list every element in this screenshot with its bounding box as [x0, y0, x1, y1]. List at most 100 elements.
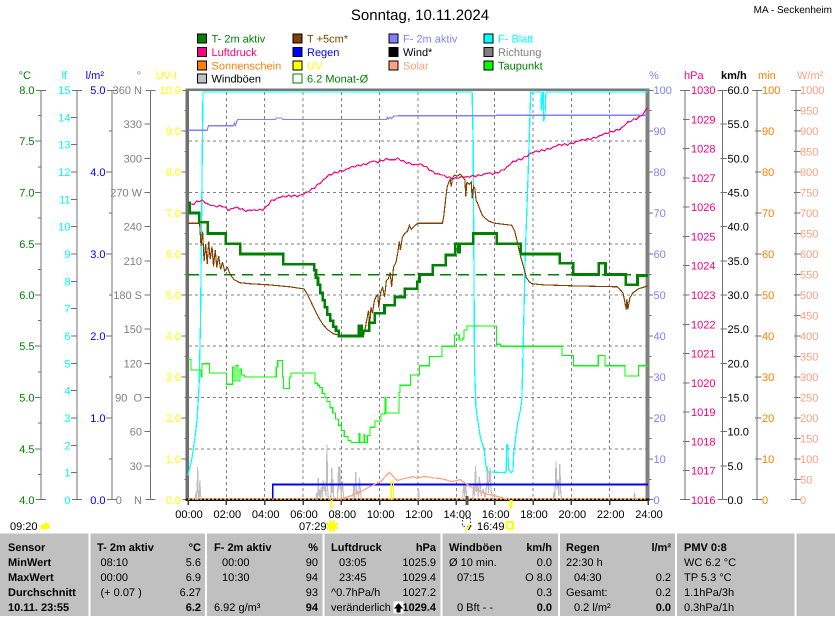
svg-text:Luftdruck: Luftdruck	[331, 542, 383, 554]
svg-text:T- 2m aktiv: T- 2m aktiv	[97, 542, 155, 554]
svg-text:1030: 1030	[691, 85, 715, 97]
svg-text:40: 40	[762, 331, 774, 343]
svg-text:1027: 1027	[691, 173, 715, 185]
svg-text:UV-I: UV-I	[156, 70, 177, 82]
svg-text:7.0: 7.0	[19, 188, 34, 200]
svg-text:60: 60	[130, 427, 142, 439]
svg-text:1024: 1024	[691, 261, 715, 273]
svg-text:TP 5.3 °C: TP 5.3 °C	[684, 572, 732, 584]
svg-text:F- 2m aktiv: F- 2m aktiv	[214, 542, 272, 554]
svg-text:6.0: 6.0	[19, 290, 34, 302]
svg-text:07:29: 07:29	[299, 521, 327, 533]
svg-text:7.0: 7.0	[166, 208, 181, 220]
svg-text:T +5cm*: T +5cm*	[307, 34, 349, 46]
svg-text:55.0: 55.0	[728, 119, 749, 131]
svg-text:Ø 10 min.: Ø 10 min.	[449, 557, 497, 569]
svg-text:15: 15	[58, 85, 70, 97]
svg-text:300: 300	[124, 153, 142, 165]
svg-text:Solar: Solar	[403, 60, 429, 72]
svg-text:2.0: 2.0	[90, 331, 105, 343]
svg-text:km/h: km/h	[721, 70, 747, 82]
svg-text:l/m²: l/m²	[86, 70, 105, 82]
svg-text:70: 70	[762, 208, 774, 220]
svg-text:60: 60	[762, 249, 774, 261]
svg-text:60: 60	[654, 249, 666, 261]
svg-text:250: 250	[800, 393, 818, 405]
svg-text:850: 850	[800, 147, 818, 159]
svg-text:2.0: 2.0	[166, 413, 181, 425]
svg-text:1027.2: 1027.2	[402, 587, 436, 599]
svg-text:50: 50	[762, 290, 774, 302]
svg-text:06:00: 06:00	[290, 509, 318, 521]
svg-text:0 Bft - -: 0 Bft - -	[457, 602, 493, 614]
svg-text:20.0: 20.0	[728, 358, 749, 370]
svg-text:1.0: 1.0	[166, 454, 181, 466]
svg-text:4.5: 4.5	[19, 444, 34, 456]
svg-text:0.0: 0.0	[537, 602, 552, 614]
svg-text:5.0: 5.0	[90, 85, 105, 97]
svg-text:23:45: 23:45	[339, 572, 367, 584]
svg-text:0.3hPa/1h: 0.3hPa/1h	[684, 602, 734, 614]
svg-text:5.5: 5.5	[19, 341, 34, 353]
svg-text:(+ 0.07 ): (+ 0.07 )	[101, 587, 142, 599]
svg-text:UV: UV	[307, 60, 323, 72]
svg-text:0.2 l/m²: 0.2 l/m²	[574, 602, 611, 614]
svg-text:120: 120	[124, 358, 142, 370]
svg-text:1018: 1018	[691, 436, 715, 448]
svg-text:08:10: 08:10	[101, 557, 129, 569]
svg-text:450: 450	[800, 311, 818, 323]
svg-text:14:00: 14:00	[444, 509, 472, 521]
svg-text:550: 550	[800, 270, 818, 282]
svg-text:^0.7hPa/h: ^0.7hPa/h	[331, 587, 380, 599]
svg-text:1: 1	[64, 468, 70, 480]
svg-text:6: 6	[64, 331, 70, 343]
svg-text:%: %	[308, 542, 318, 554]
svg-text:0.0: 0.0	[90, 495, 105, 507]
svg-text:00:00: 00:00	[101, 572, 129, 584]
svg-text:350: 350	[800, 352, 818, 364]
svg-text:°C: °C	[19, 70, 31, 82]
svg-text:330: 330	[124, 119, 142, 131]
svg-text:1025: 1025	[691, 231, 715, 243]
svg-text:100: 100	[800, 454, 818, 466]
svg-text:1029.4: 1029.4	[402, 572, 436, 584]
svg-text:1029: 1029	[691, 114, 715, 126]
svg-text:1020: 1020	[691, 378, 715, 390]
svg-text:750: 750	[800, 188, 818, 200]
svg-text:5.0: 5.0	[728, 461, 743, 473]
svg-text:10: 10	[654, 454, 666, 466]
svg-text:5.0: 5.0	[19, 393, 34, 405]
svg-text:Luftdruck: Luftdruck	[212, 47, 258, 59]
svg-text:15.0: 15.0	[728, 393, 749, 405]
svg-text:90: 90	[306, 557, 318, 569]
svg-text:04:00: 04:00	[252, 509, 280, 521]
svg-text:50: 50	[654, 290, 666, 302]
svg-text:Durchschnitt: Durchschnitt	[8, 587, 76, 599]
svg-text:0.0: 0.0	[166, 495, 181, 507]
svg-text:0: 0	[64, 495, 70, 507]
svg-text:100: 100	[762, 85, 780, 97]
svg-text:60.0: 60.0	[728, 85, 749, 97]
svg-text:0.0: 0.0	[728, 495, 743, 507]
svg-text:PMV 0:8: PMV 0:8	[684, 542, 727, 554]
svg-text:0.3: 0.3	[537, 587, 552, 599]
svg-text:km/h: km/h	[526, 542, 552, 554]
svg-text:9: 9	[64, 249, 70, 261]
svg-text:3.0: 3.0	[90, 249, 105, 261]
svg-text:22:00: 22:00	[597, 509, 625, 521]
svg-text:94: 94	[306, 572, 318, 584]
svg-text:20: 20	[762, 413, 774, 425]
svg-text:4: 4	[64, 386, 70, 398]
svg-text:Richtung: Richtung	[498, 47, 541, 59]
svg-text:650: 650	[800, 229, 818, 241]
svg-text:Windböen: Windböen	[449, 542, 502, 554]
svg-text:25.0: 25.0	[728, 324, 749, 336]
svg-text:W/m²: W/m²	[797, 70, 824, 82]
svg-text:7.5: 7.5	[19, 136, 34, 148]
svg-text:6.2 Monat-Ø: 6.2 Monat-Ø	[307, 74, 369, 86]
svg-text:90 O: 90 O	[115, 393, 142, 405]
svg-text:8: 8	[64, 276, 70, 288]
svg-text:Regen: Regen	[566, 542, 600, 554]
svg-text:12:00: 12:00	[405, 509, 433, 521]
svg-text:4.0: 4.0	[90, 167, 105, 179]
